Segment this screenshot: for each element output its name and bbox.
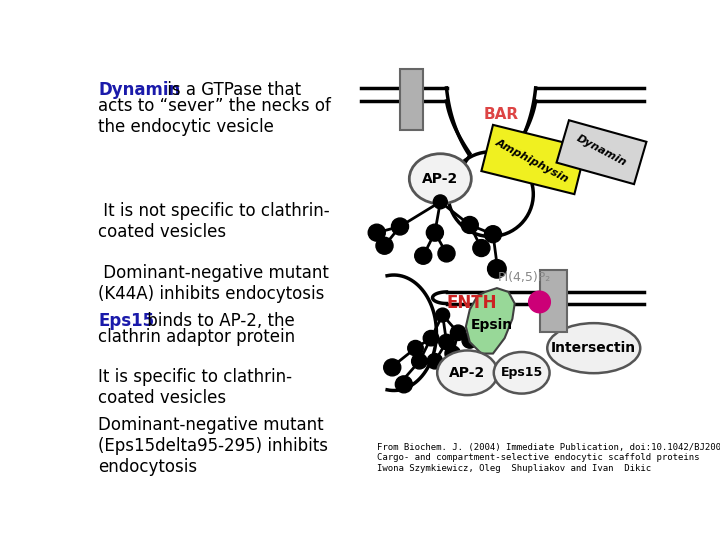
Text: It is not specific to clathrin-
coated vesicles: It is not specific to clathrin- coated v… bbox=[99, 202, 330, 241]
Circle shape bbox=[462, 217, 478, 233]
Text: Dominant-negative mutant
(Eps15delta95-295) inhibits
endocytosis: Dominant-negative mutant (Eps15delta95-2… bbox=[99, 416, 328, 476]
Text: PI(4,5)P₂: PI(4,5)P₂ bbox=[498, 271, 551, 284]
Circle shape bbox=[392, 218, 408, 235]
Text: Epsin: Epsin bbox=[470, 318, 513, 332]
Text: From Biochem. J. (2004) Immediate Publication, doi:10.1042/BJ20040913
Cargo- and: From Biochem. J. (2004) Immediate Public… bbox=[377, 443, 720, 473]
FancyBboxPatch shape bbox=[400, 69, 423, 130]
Circle shape bbox=[433, 195, 447, 209]
Text: BAR: BAR bbox=[483, 107, 518, 123]
Circle shape bbox=[485, 226, 502, 242]
Text: Dominant-negative mutant
(K44A) inhibits endocytosis: Dominant-negative mutant (K44A) inhibits… bbox=[99, 265, 329, 303]
Circle shape bbox=[445, 346, 461, 361]
Text: Eps15: Eps15 bbox=[500, 366, 543, 379]
Circle shape bbox=[376, 237, 393, 254]
Text: binds to AP-2, the: binds to AP-2, the bbox=[142, 312, 294, 330]
Polygon shape bbox=[482, 125, 586, 194]
Circle shape bbox=[426, 224, 444, 241]
Circle shape bbox=[415, 247, 432, 264]
Ellipse shape bbox=[437, 350, 498, 395]
Polygon shape bbox=[466, 288, 515, 354]
Circle shape bbox=[412, 354, 427, 369]
Text: AP-2: AP-2 bbox=[422, 172, 459, 186]
Text: It is specific to clathrin-
coated vesicles: It is specific to clathrin- coated vesic… bbox=[99, 368, 292, 407]
Circle shape bbox=[438, 334, 454, 350]
Circle shape bbox=[473, 240, 490, 256]
Circle shape bbox=[427, 354, 443, 369]
Circle shape bbox=[462, 333, 477, 348]
Polygon shape bbox=[557, 120, 647, 184]
Circle shape bbox=[384, 359, 401, 376]
Text: AP-2: AP-2 bbox=[449, 366, 485, 380]
Text: clathrin adaptor protein: clathrin adaptor protein bbox=[99, 328, 295, 346]
Text: ENTH: ENTH bbox=[446, 294, 497, 313]
Circle shape bbox=[528, 291, 550, 313]
Text: Dynamin: Dynamin bbox=[575, 134, 629, 168]
Text: Intersectin: Intersectin bbox=[552, 341, 636, 355]
Circle shape bbox=[445, 356, 461, 372]
Ellipse shape bbox=[494, 352, 549, 394]
Circle shape bbox=[451, 325, 466, 340]
Circle shape bbox=[487, 260, 506, 278]
Text: Dynamin: Dynamin bbox=[99, 82, 181, 99]
Text: acts to “sever” the necks of
the endocytic vesicle: acts to “sever” the necks of the endocyt… bbox=[99, 98, 331, 136]
FancyBboxPatch shape bbox=[539, 271, 567, 332]
Ellipse shape bbox=[409, 154, 472, 204]
Circle shape bbox=[368, 224, 385, 241]
Text: Eps15: Eps15 bbox=[99, 312, 155, 330]
Circle shape bbox=[448, 152, 534, 237]
Circle shape bbox=[395, 376, 413, 393]
Circle shape bbox=[408, 340, 423, 356]
Text: Amphiphysin: Amphiphysin bbox=[493, 138, 570, 185]
Circle shape bbox=[436, 308, 449, 322]
Circle shape bbox=[423, 330, 438, 346]
Ellipse shape bbox=[547, 323, 640, 373]
Text: is a GTPase that: is a GTPase that bbox=[162, 82, 301, 99]
Circle shape bbox=[438, 245, 455, 262]
